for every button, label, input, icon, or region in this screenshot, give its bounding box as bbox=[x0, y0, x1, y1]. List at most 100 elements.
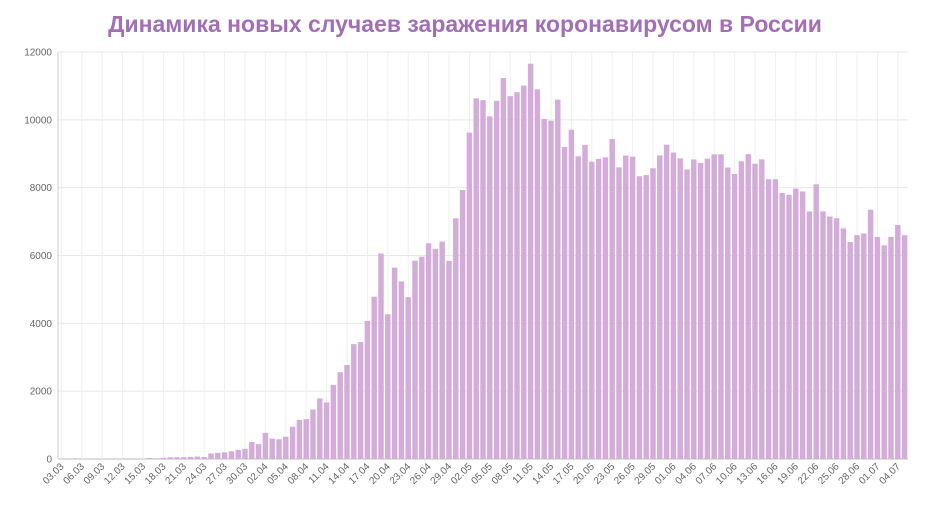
bar bbox=[303, 419, 309, 459]
x-tick-label: 02.04 bbox=[245, 461, 271, 487]
y-tick-label: 10000 bbox=[24, 115, 52, 126]
bar bbox=[711, 154, 717, 459]
bar bbox=[663, 144, 670, 459]
x-tick-label: 29.05 bbox=[633, 461, 659, 487]
bar bbox=[344, 364, 350, 459]
bar bbox=[643, 175, 649, 459]
bar bbox=[670, 152, 677, 459]
bar bbox=[772, 179, 779, 459]
bar bbox=[487, 116, 493, 459]
x-tick-label: 10.06 bbox=[714, 461, 740, 487]
x-tick-label: 20.05 bbox=[571, 461, 597, 487]
bar bbox=[786, 194, 792, 459]
bar bbox=[650, 168, 656, 459]
x-tick-label: 11.05 bbox=[511, 461, 536, 486]
bar bbox=[752, 163, 758, 459]
bar bbox=[874, 236, 881, 459]
bar bbox=[412, 260, 418, 459]
bar bbox=[446, 260, 452, 459]
x-tick-label: 08.04 bbox=[286, 461, 312, 487]
bar bbox=[575, 156, 581, 459]
bar bbox=[419, 256, 425, 459]
bar bbox=[541, 118, 547, 459]
x-tick-label: 25.06 bbox=[816, 461, 842, 487]
x-tick-label: 01.06 bbox=[653, 461, 679, 487]
bar bbox=[548, 120, 554, 460]
bar bbox=[296, 419, 303, 459]
x-tick-label: 07.06 bbox=[694, 461, 720, 487]
y-tick-label: 4000 bbox=[30, 319, 53, 330]
bar bbox=[854, 235, 860, 459]
bar bbox=[160, 457, 167, 459]
x-tick-label: 05.04 bbox=[265, 461, 291, 487]
bar bbox=[405, 297, 411, 459]
bar bbox=[262, 432, 269, 459]
bar bbox=[378, 253, 384, 459]
x-tick-label: 15.03 bbox=[123, 461, 149, 487]
x-tick-label: 08.05 bbox=[490, 461, 516, 487]
bar bbox=[283, 436, 289, 459]
bar bbox=[691, 159, 697, 459]
bar bbox=[269, 438, 275, 459]
bar bbox=[201, 457, 207, 459]
bar bbox=[595, 158, 602, 460]
bar bbox=[385, 314, 391, 459]
bar bbox=[636, 176, 643, 460]
x-tick-label: 19.06 bbox=[775, 461, 801, 487]
x-tick-label: 26.04 bbox=[408, 461, 434, 487]
x-tick-label: 18.03 bbox=[143, 461, 169, 487]
bar bbox=[602, 157, 609, 460]
bar bbox=[623, 155, 629, 460]
bar bbox=[759, 159, 765, 459]
y-tick-label: 12000 bbox=[24, 48, 52, 59]
bar bbox=[895, 224, 901, 459]
x-tick-label: 17.05 bbox=[551, 461, 577, 487]
y-tick-label: 2000 bbox=[30, 387, 53, 398]
x-tick-label: 02.05 bbox=[449, 461, 475, 487]
x-tick-label: 13.06 bbox=[735, 461, 761, 487]
bar bbox=[718, 154, 724, 460]
bar bbox=[507, 96, 513, 459]
x-tick-label: 23.04 bbox=[388, 461, 414, 487]
bar bbox=[357, 342, 364, 459]
bar bbox=[561, 146, 568, 459]
bar bbox=[582, 144, 588, 460]
bar bbox=[466, 132, 473, 459]
x-tick-label: 22.06 bbox=[796, 461, 822, 487]
bar bbox=[398, 281, 405, 459]
x-tick-label: 01.07 bbox=[857, 461, 883, 487]
bar bbox=[827, 216, 833, 459]
x-tick-label: 14.04 bbox=[327, 461, 353, 487]
x-tick-label: 05.05 bbox=[469, 461, 495, 487]
bar bbox=[806, 211, 813, 459]
bar bbox=[568, 129, 575, 460]
bar bbox=[589, 161, 595, 459]
bar bbox=[684, 169, 690, 459]
x-tick-label: 30.03 bbox=[225, 461, 251, 487]
x-tick-label: 26.05 bbox=[612, 461, 638, 487]
bar bbox=[493, 100, 500, 460]
bar bbox=[147, 457, 153, 459]
bar bbox=[323, 402, 330, 459]
bar bbox=[820, 211, 826, 459]
bar bbox=[731, 173, 738, 459]
bar bbox=[799, 191, 806, 460]
x-tick-label: 16.06 bbox=[755, 461, 781, 487]
bar bbox=[153, 458, 160, 459]
bar bbox=[337, 372, 343, 459]
bar bbox=[704, 158, 711, 460]
bar bbox=[765, 179, 772, 459]
bar bbox=[745, 154, 751, 459]
x-tick-label: 29.04 bbox=[429, 461, 455, 487]
bar bbox=[317, 398, 323, 459]
bar bbox=[126, 458, 133, 459]
bar bbox=[657, 155, 663, 460]
y-tick-label: 6000 bbox=[30, 251, 53, 262]
bar bbox=[235, 449, 241, 459]
bar bbox=[181, 457, 187, 459]
bar bbox=[527, 63, 534, 460]
bar bbox=[330, 384, 337, 459]
bar bbox=[616, 167, 622, 459]
bar bbox=[514, 92, 520, 459]
